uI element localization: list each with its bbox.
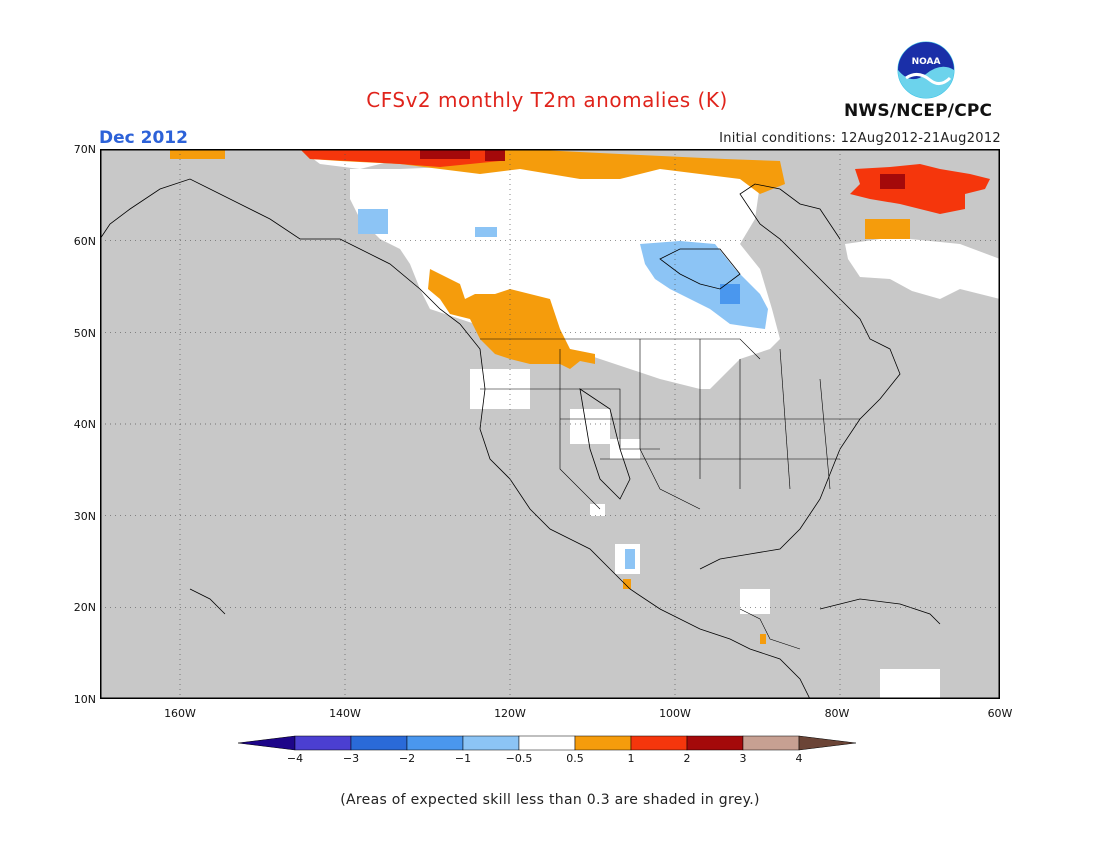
- lat-label-40n: 40N: [73, 418, 96, 431]
- lon-label-60w: 60W: [987, 707, 1013, 720]
- initial-conditions-label: Initial conditions: 12Aug2012-21Aug2012: [719, 131, 1001, 146]
- lon-label-120w: 120W: [494, 707, 526, 720]
- lon-label-80w: 80W: [824, 707, 850, 720]
- colorbar-segment: [518, 735, 576, 751]
- warm-anomaly-mexico-coast: [623, 579, 631, 589]
- colorbar-segment: [686, 735, 744, 751]
- neutral-patch-rockies: [570, 409, 610, 444]
- agency-label: NWS/NCEP/CPC: [844, 101, 993, 121]
- colorbar-tick-label: 1: [627, 752, 635, 765]
- lat-label-10n: 10N: [73, 693, 96, 706]
- colorbar-segment: [630, 735, 688, 751]
- noaa-logo: NOAA: [896, 40, 956, 100]
- valid-month-label: Dec 2012: [99, 128, 188, 148]
- colorbar-segment: [574, 735, 632, 751]
- chart-title: CFSv2 monthly T2m anomalies (K): [366, 88, 728, 112]
- colorbar: [238, 735, 857, 751]
- lat-label-30n: 30N: [73, 510, 96, 523]
- colorbar-tick-label: 0.5: [566, 752, 584, 765]
- political-borders: [480, 338, 860, 650]
- colorbar-segment: [350, 735, 408, 751]
- logo-text: NOAA: [912, 57, 941, 67]
- cool-anomaly-mexico: [625, 549, 635, 569]
- colorbar-tick-label: −1: [454, 752, 472, 765]
- lat-label-50n: 50N: [73, 327, 96, 340]
- cool-anomaly-nwt: [475, 227, 497, 237]
- hot-anomaly-greenland: [880, 174, 905, 189]
- footnote: (Areas of expected skill less than 0.3 a…: [340, 792, 760, 808]
- lon-label-140w: 140W: [329, 707, 361, 720]
- colorbar-segment: [462, 735, 520, 751]
- neutral-patch-central-america: [740, 589, 770, 614]
- colorbar-tick-label: −4: [286, 752, 304, 765]
- hot-anomaly-beaufort: [420, 149, 470, 159]
- neutral-region-labrador: [845, 239, 1000, 299]
- neutral-region-canada: [350, 159, 780, 389]
- colorbar-segment: [406, 735, 464, 751]
- lon-label-160w: 160W: [164, 707, 196, 720]
- map-frame: [100, 149, 1000, 699]
- colorbar-arrow-left: [238, 735, 296, 751]
- warm-anomaly-central-america: [760, 634, 766, 644]
- colorbar-tick-label: −3: [342, 752, 360, 765]
- lat-label-20n: 20N: [73, 601, 96, 614]
- warm-anomaly-baffin: [865, 219, 910, 239]
- colorbar-tick-label: 4: [795, 752, 803, 765]
- colorbar-segment: [294, 735, 352, 751]
- colorbar-tick-label: −0.5: [505, 752, 533, 765]
- colorbar-arrow-right: [798, 735, 857, 751]
- colorbar-tick-label: 3: [739, 752, 747, 765]
- colorbar-tick-label: −2: [398, 752, 416, 765]
- hot-anomaly-beaufort-east: [485, 149, 505, 161]
- warm-anomaly-pacific-northwest: [428, 269, 595, 369]
- cool-anomaly-ontario: [720, 284, 740, 304]
- lon-label-100w: 100W: [659, 707, 691, 720]
- lat-label-60n: 60N: [73, 235, 96, 248]
- anomaly-map: [100, 149, 1000, 699]
- warm-anomaly-alaska-north: [170, 149, 225, 159]
- lat-label-70n: 70N: [73, 143, 96, 156]
- colorbar-segment: [742, 735, 800, 751]
- graticule: [100, 149, 1000, 699]
- cool-anomaly-yukon: [358, 209, 388, 234]
- neutral-patch-south-america: [880, 669, 940, 699]
- neutral-patch-baja: [590, 504, 605, 516]
- colorbar-tick-label: 2: [683, 752, 691, 765]
